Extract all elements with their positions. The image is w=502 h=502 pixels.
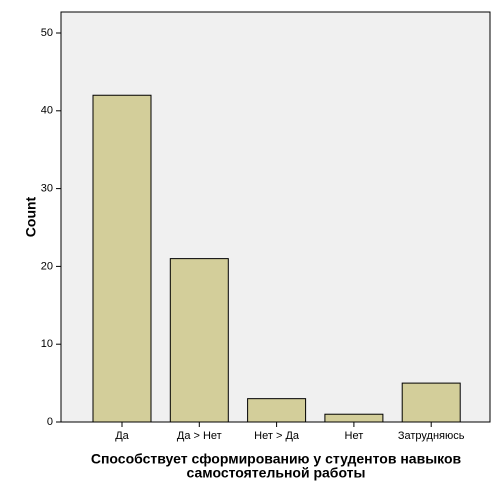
y-tick-label: 50 xyxy=(41,27,53,39)
y-tick-label: 10 xyxy=(41,338,53,350)
bar xyxy=(169,258,229,423)
y-axis-title: Count xyxy=(23,196,39,237)
x-axis-title: самостоятельной работы xyxy=(187,465,366,481)
y-tick-label: 0 xyxy=(47,416,53,428)
y-tick-label: 20 xyxy=(41,260,53,272)
x-tick-label: Да > Нет xyxy=(177,430,222,442)
x-tick-label: Затрудняюсь xyxy=(398,430,465,442)
x-tick-label: Да xyxy=(115,430,129,442)
x-tick-label: Нет xyxy=(345,430,364,442)
x-tick-label: Нет > Да xyxy=(254,430,300,442)
bar xyxy=(247,398,307,423)
y-tick-label: 40 xyxy=(41,105,53,117)
x-axis-title: Способствует сформированию у студентов н… xyxy=(91,451,462,467)
bar xyxy=(324,413,384,423)
y-tick-label: 30 xyxy=(41,183,53,195)
bar xyxy=(92,94,152,423)
bar xyxy=(401,382,461,423)
